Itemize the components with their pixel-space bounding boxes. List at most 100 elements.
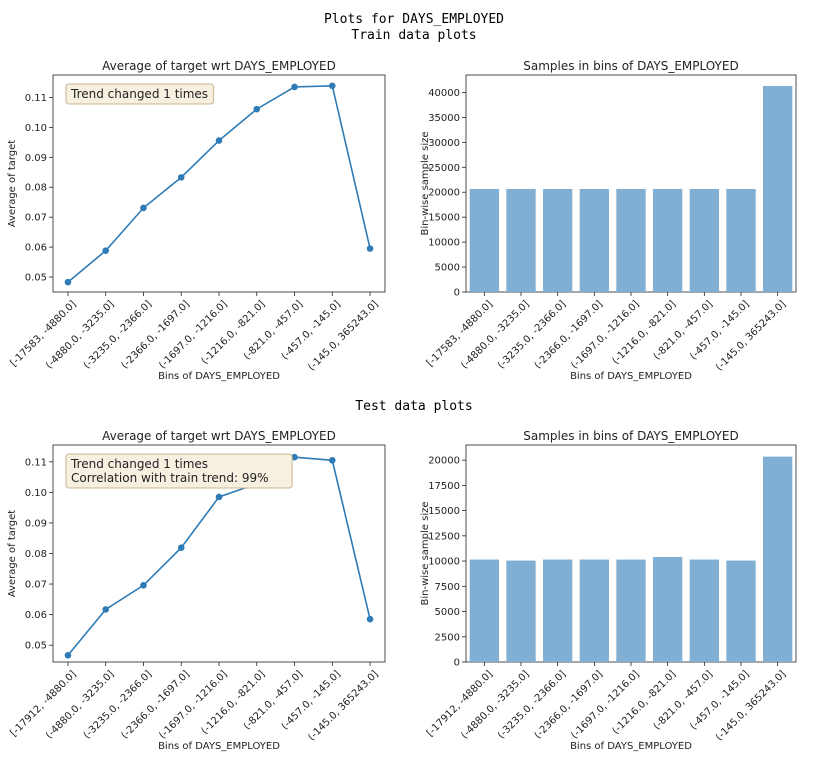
x-tick-label: (-2366.0, -1697.0] — [533, 299, 605, 371]
x-tick-label: (-3235.0, -2366.0] — [82, 669, 154, 741]
data-point — [215, 137, 223, 144]
x-tick-label: (-1216.0, -821.0] — [200, 299, 268, 367]
y-axis-label: Bin-wise sample size — [420, 501, 431, 605]
bar — [726, 188, 756, 292]
x-tick-label: (-4880.0, -3235.0] — [459, 299, 531, 371]
chart-title: Average of target wrt DAYS_EMPLOYED — [102, 59, 336, 73]
x-tick-label: (-4880.0, -3235.0] — [44, 669, 116, 741]
y-tick-label: 20000 — [428, 456, 460, 467]
y-axis-label: Bin-wise sample size — [420, 131, 431, 235]
chart-title: Samples in bins of DAYS_EMPLOYED — [523, 59, 738, 73]
x-axis-label: Bins of DAYS_EMPLOYED — [158, 371, 280, 382]
x-tick-label: (-1216.0, -821.0] — [610, 299, 678, 367]
x-tick-label: (-145.0, 365243.0] — [306, 669, 380, 743]
y-tick-label: 30000 — [428, 138, 460, 149]
x-tick-label: [-17583, -4880.0] — [8, 299, 78, 369]
y-tick-label: 0.11 — [25, 457, 47, 468]
x-tick-label: [-17583, -4880.0] — [425, 299, 495, 369]
x-tick-label: (-1697.0, -1216.0] — [569, 669, 641, 741]
bar — [579, 559, 609, 662]
y-axis-label: Average of target — [7, 140, 18, 228]
data-point — [215, 493, 223, 501]
y-tick-label: 15000 — [428, 213, 460, 224]
y-tick-label: 12500 — [428, 531, 460, 542]
series-line — [67, 84, 371, 283]
figure-title: Plots for DAYS_EMPLOYED — [323, 12, 504, 27]
y-tick-label: 0.09 — [25, 153, 47, 164]
x-axis-label: Bins of DAYS_EMPLOYED — [570, 371, 692, 382]
y-tick-label: 0 — [454, 658, 460, 669]
data-point — [102, 606, 110, 613]
chart-title: Samples in bins of DAYS_EMPLOYED — [523, 429, 738, 443]
data-point — [253, 105, 261, 113]
y-tick-label: 25000 — [428, 163, 460, 174]
y-tick-label: 10000 — [428, 557, 460, 568]
x-tick-label: (-1697.0, -1216.0] — [157, 299, 229, 371]
y-tick-label: 15000 — [428, 506, 460, 517]
data-point — [64, 278, 72, 286]
x-tick-label: (-145.0, 365243.0] — [714, 669, 788, 743]
y-tick-label: 35000 — [428, 113, 460, 124]
x-tick-label: (-4880.0, -3235.0] — [44, 299, 116, 371]
train-section-title: Train data plots — [351, 28, 477, 43]
x-tick-label: [-17912, -4880.0] — [425, 669, 495, 739]
bar — [763, 456, 793, 662]
x-tick-label: (-145.0, 365243.0] — [306, 299, 380, 373]
x-tick-label: (-1697.0, -1216.0] — [569, 299, 641, 371]
plot-frame — [52, 74, 386, 293]
y-tick-label: 0.07 — [25, 213, 47, 224]
bar — [543, 559, 573, 662]
data-point — [328, 456, 336, 464]
y-tick-label: 10000 — [428, 238, 460, 249]
y-tick-label: 0.06 — [25, 610, 47, 621]
y-tick-label: 20000 — [428, 188, 460, 199]
annotation-text: Trend changed 1 times — [70, 457, 208, 471]
bar — [469, 188, 499, 292]
y-tick-label: 5000 — [435, 263, 460, 274]
bar — [616, 188, 646, 292]
y-tick-label: 0.09 — [25, 518, 47, 529]
x-tick-label: (-1216.0, -821.0] — [200, 669, 268, 737]
data-point — [291, 83, 298, 91]
x-tick-label: (-2366.0, -1697.0] — [533, 669, 605, 741]
data-point — [140, 581, 147, 589]
bar — [579, 188, 609, 292]
x-axis-label: Bins of DAYS_EMPLOYED — [158, 741, 280, 752]
y-tick-label: 40000 — [428, 88, 460, 99]
bar — [543, 188, 573, 292]
x-tick-label: (-1216.0, -821.0] — [610, 669, 678, 737]
y-tick-label: 0.08 — [25, 183, 47, 194]
y-tick-label: 7500 — [435, 582, 460, 593]
x-tick-label: (-3235.0, -2366.0] — [496, 669, 568, 741]
bar — [616, 559, 646, 662]
y-tick-label: 0.07 — [25, 580, 47, 591]
data-point — [64, 651, 72, 659]
data-point — [291, 453, 298, 461]
y-tick-label: 0.08 — [25, 549, 47, 560]
data-point — [140, 204, 147, 212]
y-tick-label: 0 — [454, 288, 460, 299]
bar — [506, 188, 536, 292]
annotation-box — [65, 453, 293, 489]
y-tick-label: 0.10 — [25, 123, 47, 134]
test-section-title: Test data plots — [355, 399, 473, 414]
x-axis-label: Bins of DAYS_EMPLOYED — [570, 741, 692, 752]
x-tick-label: (-3235.0, -2366.0] — [496, 299, 568, 371]
x-tick-label: (-2366.0, -1697.0] — [120, 299, 192, 371]
x-tick-label: (-4880.0, -3235.0] — [459, 669, 531, 741]
data-point — [177, 174, 185, 181]
annotation-box — [65, 83, 215, 105]
data-point — [366, 615, 374, 623]
y-tick-label: 17500 — [428, 481, 460, 492]
bar — [653, 557, 683, 662]
annotation-text: Trend changed 1 times — [70, 87, 208, 101]
x-tick-label: (-1697.0, -1216.0] — [157, 669, 229, 741]
bar — [469, 559, 499, 662]
y-tick-label: 0.10 — [25, 488, 47, 499]
bar — [506, 560, 536, 662]
x-tick-label: [-17912, -4880.0] — [8, 669, 78, 739]
y-axis-label: Average of target — [7, 510, 18, 598]
bar — [689, 188, 719, 292]
data-point — [328, 82, 336, 90]
